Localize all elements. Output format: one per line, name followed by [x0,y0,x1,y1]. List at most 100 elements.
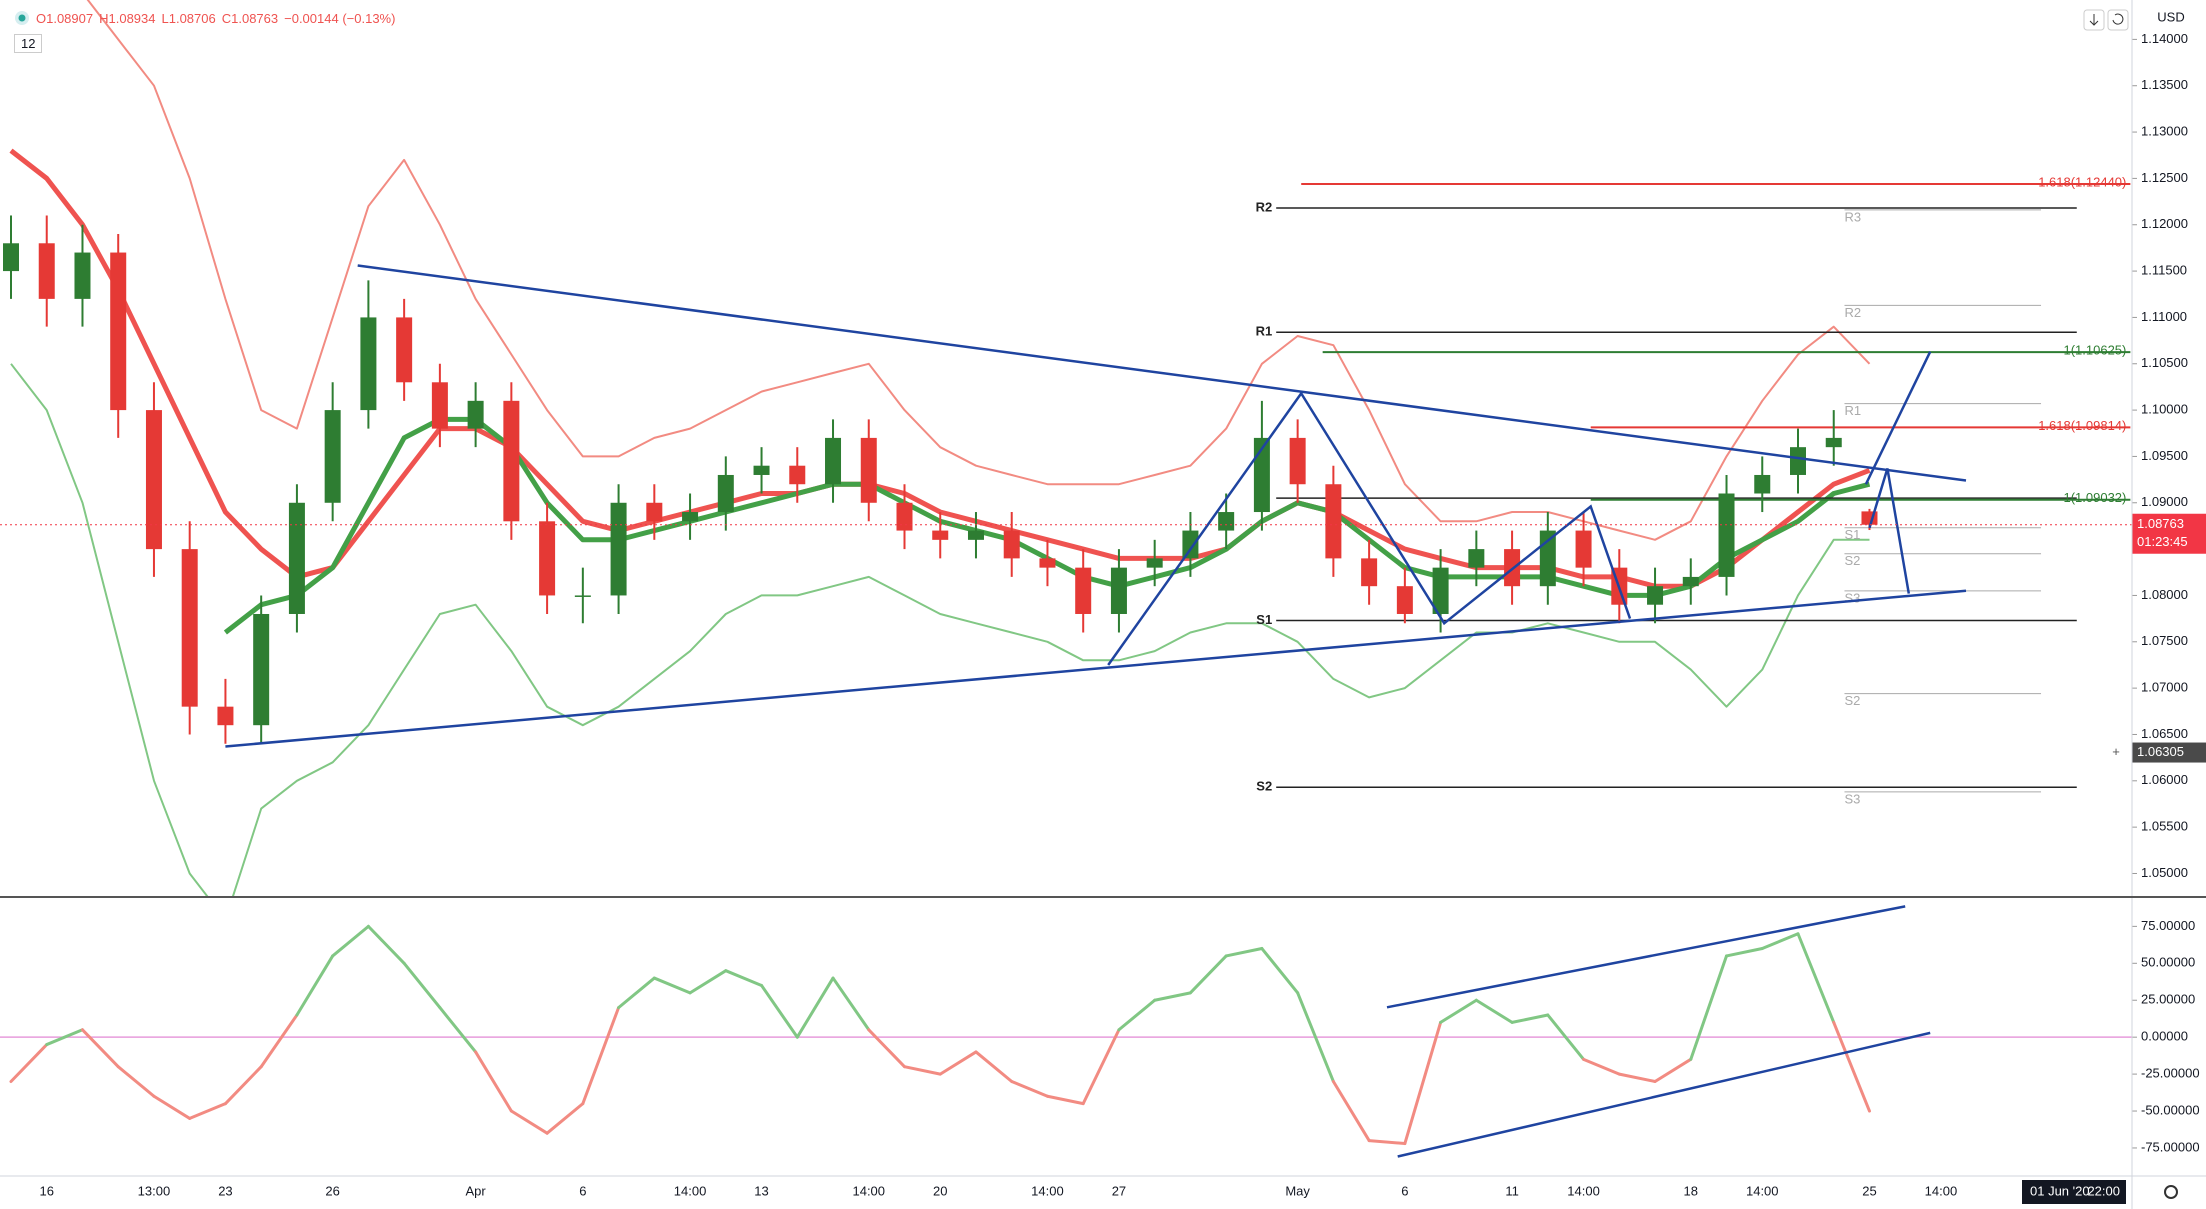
oscillator-segment [1367,1139,1407,1146]
legend: O1.08907 H1.08934 L1.08706 C1.08763 −0.0… [14,10,395,26]
y-tick-label: 1.06500 [2141,726,2188,741]
trend-line [1864,351,1932,485]
interval[interactable]: 12 [14,34,43,53]
candle-body [38,243,55,299]
oscillator-segment [1439,998,1478,1024]
time-tag-date: 01 Jun '20 [2030,1183,2090,1198]
settings-icon[interactable] [2164,1185,2178,1199]
oscillator-segment [724,969,764,987]
candle-body [145,410,162,550]
oscillator-segment [1224,947,1264,958]
candle-body [1110,567,1127,614]
candle-body [1361,558,1378,587]
x-tick-label: 20 [933,1183,947,1198]
indicator-line [86,0,1871,541]
candle-body [253,613,270,726]
oscillator-segment [188,1102,227,1120]
candle-body [717,474,734,513]
y-tick-label: 1.07500 [2141,633,2188,648]
crosshair-label: 1.06305 [2137,744,2184,759]
candle-body [217,706,234,726]
y-tick-label: 1.05500 [2141,819,2188,834]
oscillator-segment [1832,1020,1871,1113]
oscillator-segment [1617,1072,1657,1083]
y-tick-label: 1.12000 [2141,216,2188,231]
oscillator-segment [1188,954,1228,995]
y-tick-label: 1.05000 [2141,865,2188,880]
candle-body [1396,586,1413,614]
crosshair-plus: + [2112,744,2120,759]
x-tick-label: 23 [218,1183,232,1198]
candle-body [932,530,949,540]
candle-body [1718,493,1735,577]
candle-body [1539,530,1556,587]
candle-body [860,437,877,503]
y-tick-label: 1.14000 [2141,31,2188,46]
close: C1.08763 [221,10,279,26]
candle-body [396,317,413,383]
oscillator-segment [1117,998,1157,1032]
reset-button[interactable] [2107,9,2129,31]
y-tick-label: 1.10500 [2141,355,2188,370]
x-tick-label: 14:00 [1031,1183,1064,1198]
candle-body [1432,567,1449,614]
x-tick-label: 26 [325,1183,339,1198]
level-label: R1 [1256,324,1273,339]
candle-body [431,382,448,429]
time-tag-time: 22:00 [2087,1183,2120,1198]
x-tick-label: 16 [40,1183,54,1198]
reset-icon [2112,13,2124,25]
oscillator-segment [438,1006,478,1054]
oscillator-segment [1474,998,1514,1024]
candle-body [110,252,127,411]
oscillator-segment [1403,1020,1443,1146]
oscillator-segment [402,961,442,1010]
candle-body [967,530,984,540]
oscillator-segment [1260,947,1300,995]
level-label: R2 [1256,199,1273,214]
candle-body [1289,437,1306,485]
level-label: S1 [1256,612,1272,627]
y-tick-label: 1.10000 [2141,402,2188,417]
time-tag [2022,1180,2126,1204]
oscillator-segment [366,924,406,965]
x-tick-label: 11 [1505,1183,1519,1198]
x-tick-label: 6 [579,1183,586,1198]
candle-body [1075,567,1092,614]
oscillator-segment [581,1006,621,1106]
candle-body [1682,576,1699,587]
scroll-icon [2089,14,2099,26]
oscillator-segment [509,1109,549,1135]
oscillator-segment [1510,1013,1550,1024]
y-tick-label: 1.06000 [2141,772,2188,787]
oscillator-pane [0,905,2132,1158]
oscillator-segment [1153,991,1192,1002]
trend-line [1397,1031,1931,1158]
candle-body [1468,549,1485,568]
y-tick-label: 1.09500 [2141,448,2188,463]
candle-body [1754,474,1771,494]
fib-label: 1.618(1.12440) [2038,174,2126,189]
y-tick-label: 1.07000 [2141,680,2188,695]
y-tick-label: 1.11500 [2141,263,2187,278]
candle-body [1003,530,1020,559]
candle-body [181,549,198,707]
candle-body [682,512,699,522]
candle-body [74,252,91,299]
candle-body [825,437,842,485]
currency: USD [2157,9,2184,24]
x-tick-label: 14:00 [1567,1183,1600,1198]
candle-body [1182,530,1199,559]
x-tick-label: 13:00 [138,1183,171,1198]
y-tick-label: -50.00000 [2141,1102,2200,1117]
x-tick-label: 14:00 [674,1183,707,1198]
minor-level-label: S2 [1844,693,1860,708]
minor-level-label: R2 [1844,305,1861,320]
candle-body [1790,447,1806,475]
minor-level-label: S3 [1844,590,1860,605]
oscillator-segment [80,1028,120,1069]
oscillator-segment [1689,954,1729,1061]
oscillator-segment [1081,1028,1121,1106]
last-price-tag [2132,513,2206,554]
trend-line [1107,391,1632,666]
